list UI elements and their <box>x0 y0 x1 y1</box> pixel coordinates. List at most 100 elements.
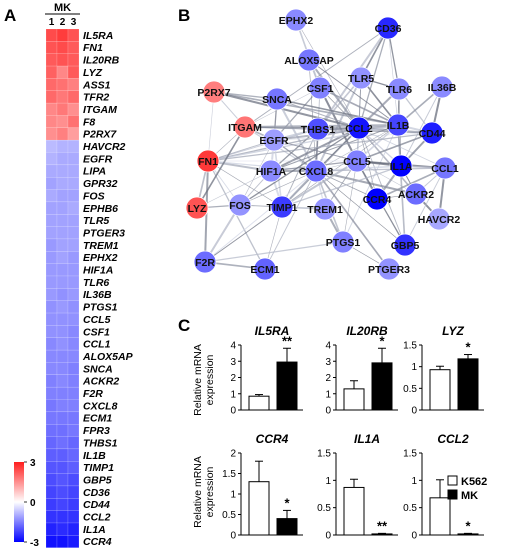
y-tick-label: 1 <box>230 389 236 400</box>
network-edge <box>196 126 246 209</box>
y-tick-label: 1.5 <box>222 469 236 480</box>
legend-label-mk: MK <box>461 490 478 502</box>
network-edge <box>376 167 446 200</box>
heatmap-gene-label: FPR3 <box>83 425 110 437</box>
network-node-label: ACKR2 <box>398 189 434 201</box>
heatmap-gene-label: PTGS1 <box>83 302 118 314</box>
network-node-circle <box>365 187 389 211</box>
network-node-circle <box>331 230 355 254</box>
network-node: PTGER3 <box>368 257 410 281</box>
heatmap-group-label: MK <box>54 2 71 14</box>
bar-k562 <box>429 497 451 536</box>
network-node-label: HAVCR2 <box>418 214 461 226</box>
y-tick-label: 1 <box>411 476 417 487</box>
heatmap-gene-label: EGFR <box>83 153 113 165</box>
y-tick-label: 0 <box>230 406 236 417</box>
y-tick-label: 1 <box>411 362 417 373</box>
bar-k562 <box>429 369 451 411</box>
expression-heatmap: MK1 2 3IL5RAFN1IL20RBLYZASS1TFR2ITGAMF8P2R… <box>14 2 134 549</box>
network-node-circle <box>270 195 294 219</box>
heatmap-cell <box>67 115 80 128</box>
network-node-circle <box>193 250 217 274</box>
network-edge <box>315 124 399 172</box>
bar-mk <box>371 533 393 536</box>
y-tick-label: 0.5 <box>403 384 417 395</box>
network-node-label: FOS <box>229 200 251 212</box>
heatmap-gene-label: CD36 <box>83 487 110 499</box>
heatmap-gene-label: LYZ <box>83 67 103 79</box>
bar-k562 <box>248 395 270 411</box>
network-edge <box>207 139 275 162</box>
y-tick-label: 4 <box>230 341 236 352</box>
network-node-label: FN1 <box>198 156 218 168</box>
bar-chart-il5ra: IL5RA 0 1 2 3 4 ** <box>230 324 303 417</box>
heatmap-gene-label: CD44 <box>83 499 110 511</box>
bar-mk <box>276 361 298 411</box>
network-node-circle <box>306 117 330 141</box>
network-node-label: GBP5 <box>391 240 420 252</box>
heatmap-gene-label: TLR5 <box>83 215 109 227</box>
network-edge <box>204 170 317 263</box>
network-node-label: IL1B <box>387 120 410 132</box>
y-tick-label: 0 <box>230 531 236 542</box>
network-node: ALOX5AP <box>284 48 334 72</box>
network-node: CCL5 <box>343 149 371 173</box>
network-node-circle <box>420 121 444 145</box>
network-edge <box>273 124 399 141</box>
network-edge <box>213 91 360 129</box>
y-tick-label: 1 <box>325 389 331 400</box>
network-node-circle <box>196 149 220 173</box>
bar-chart-title: CCR4 <box>256 432 289 446</box>
network-node-circle <box>427 207 451 231</box>
network-node: TLR6 <box>386 77 412 101</box>
network-edge <box>308 59 399 126</box>
network-node-label: TIMP1 <box>267 202 298 214</box>
network-node-label: CXCL8 <box>299 166 334 178</box>
legend-swatch-mk <box>447 489 458 500</box>
network-node-circle <box>376 16 400 40</box>
network-node-circle <box>304 159 328 183</box>
heatmap-gene-label: GPR32 <box>83 178 118 190</box>
network-node-label: F2R <box>195 257 215 269</box>
heatmap-gene-label: CCL1 <box>83 339 111 351</box>
network-node: CCR4 <box>363 187 391 211</box>
network-node-circle <box>185 196 209 220</box>
network-node-label: TREM1 <box>307 204 343 216</box>
heatmap-gene-label: P2RX7 <box>83 129 117 141</box>
network-node-circle <box>262 128 286 152</box>
network-edge <box>281 160 358 208</box>
heatmap-gene-label: F8 <box>83 116 95 128</box>
heatmap-gene-label: LIPA <box>83 166 106 178</box>
y-tick-label: 0.5 <box>317 503 331 514</box>
y-tick-label: 0 <box>325 531 331 542</box>
y-tick-label: 3 <box>325 357 331 368</box>
network-node-label: SNCA <box>262 94 292 106</box>
network-node-label: ECM1 <box>250 264 279 276</box>
bar-chart-title: LYZ <box>442 324 464 338</box>
y-tick-label: 0 <box>325 406 331 417</box>
bar-mk <box>276 518 298 536</box>
y-tick-label: 2 <box>325 373 331 384</box>
y-tick-label: 0 <box>411 531 417 542</box>
network-edge <box>196 170 272 209</box>
network-edge <box>270 124 399 172</box>
y-tick-label: 1.5 <box>317 449 331 460</box>
network-node: ACKR2 <box>398 182 434 206</box>
network-node-circle <box>347 116 371 140</box>
network-edge <box>204 241 344 263</box>
significance-marker: ** <box>282 333 293 348</box>
significance-marker: ** <box>377 518 388 533</box>
bar-mk <box>457 533 479 536</box>
network-node-label: CSF1 <box>307 83 334 95</box>
network-node: TREM1 <box>307 197 343 221</box>
heatmap-gene-label: CXCL8 <box>83 400 118 412</box>
bar-chart-title: IL5RA <box>255 324 290 338</box>
heatmap-gene-label: HIF1A <box>83 265 113 277</box>
network-node: PTGS1 <box>326 230 360 254</box>
bar-chart-ccr4: CCR4 0 0.5 1 1.5 2 * <box>222 432 303 542</box>
y-axis-label: Relative mRNAexpression <box>192 344 216 416</box>
panel-label-c: C <box>178 316 191 335</box>
network-node-circle <box>433 156 457 180</box>
heatmap-gene-label: IL20RB <box>83 55 120 67</box>
